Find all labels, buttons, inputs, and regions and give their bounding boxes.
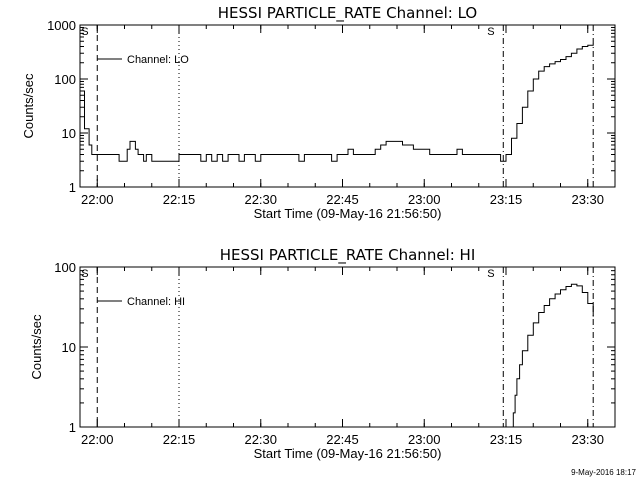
x-tick-label: 22:45 [326, 192, 359, 207]
y-tick-label: 1000 [47, 18, 76, 33]
x-tick-label: 23:15 [490, 432, 523, 447]
y-tick-label: 100 [54, 72, 76, 87]
event-marker-label: S [487, 268, 494, 280]
series-line [80, 43, 594, 162]
x-tick-label: 23:30 [571, 192, 604, 207]
x-tick-label: 22:30 [244, 432, 277, 447]
chart-title: HESSI PARTICLE_RATE Channel: HI [220, 246, 476, 265]
x-tick-label: 22:15 [163, 192, 196, 207]
series-line [511, 283, 594, 428]
legend-label: Channel: LO [127, 54, 189, 66]
panel-hi: HESSI PARTICLE_RATE Channel: HI 1 10 100 Cou… [29, 246, 616, 461]
x-tick-label: 22:45 [326, 432, 359, 447]
y-axis-label: Counts/sec [29, 314, 44, 380]
x-tick-label: 22:00 [81, 432, 114, 447]
x-tick-label: 22:00 [81, 192, 114, 207]
event-marker-label: S [487, 26, 494, 38]
legend-label: Channel: HI [127, 296, 185, 308]
y-tick-label: 100 [54, 260, 76, 275]
x-tick-label: 23:00 [408, 192, 441, 207]
y-tick-label: 10 [62, 340, 76, 355]
x-tick-label: 22:15 [163, 432, 196, 447]
y-axis-label: Counts/sec [21, 73, 36, 139]
event-marker-label: S [81, 268, 88, 280]
x-tick-label: 23:00 [408, 432, 441, 447]
y-tick-label: 1 [69, 180, 76, 195]
plot-frame [79, 24, 616, 188]
y-tick-label: 1 [69, 420, 76, 435]
x-tick-label: 23:15 [490, 192, 523, 207]
y-tick-label: 10 [62, 126, 76, 141]
chart-title: HESSI PARTICLE_RATE Channel: LO [218, 4, 477, 23]
footer-timestamp: 9-May-2016 18:17 [571, 468, 636, 477]
plot-frame [79, 266, 616, 428]
x-axis-label: Start Time (09-May-16 21:56:50) [254, 446, 442, 461]
x-tick-label: 23:30 [571, 432, 604, 447]
x-tick-label: 22:30 [244, 192, 277, 207]
x-axis-label: Start Time (09-May-16 21:56:50) [254, 206, 442, 221]
event-marker-label: S [81, 26, 88, 38]
panel-lo: HESSI PARTICLE_RATE Channel: LO 1 10 100 100… [21, 4, 616, 221]
